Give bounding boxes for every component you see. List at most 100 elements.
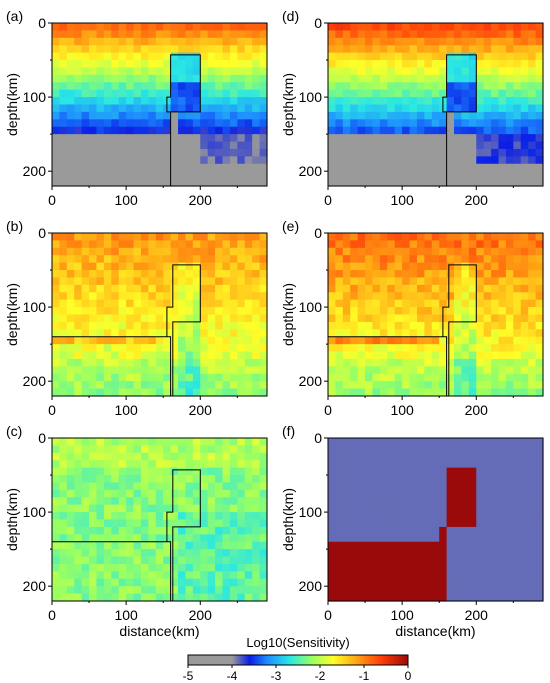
heatmap-cell: [454, 329, 463, 338]
heatmap-cell: [387, 541, 396, 550]
heatmap-cell: [118, 512, 127, 521]
heatmap-cell: [103, 111, 112, 120]
heatmap-cell: [207, 336, 216, 345]
heatmap-cell: [424, 45, 433, 54]
heatmap-cell: [207, 329, 216, 338]
heatmap-cell: [505, 163, 514, 172]
heatmap-cell: [52, 571, 61, 580]
heatmap-cell: [52, 89, 61, 98]
heatmap-cell: [498, 549, 507, 558]
heatmap-cell: [439, 82, 448, 91]
heatmap-cell: [96, 52, 105, 61]
heatmap-cell: [513, 23, 522, 32]
heatmap-cell: [103, 563, 112, 572]
heatmap-cell: [379, 467, 388, 476]
heatmap-cell: [66, 549, 75, 558]
heatmap-cell: [431, 30, 440, 39]
heatmap-cell: [394, 89, 403, 98]
heatmap-cell: [222, 23, 231, 32]
heatmap-cell: [402, 126, 411, 135]
heatmap-cell: [520, 30, 529, 39]
heatmap-cell: [402, 344, 411, 353]
heatmap-cell: [409, 321, 418, 330]
heatmap-cell: [118, 284, 127, 293]
heatmap-cell: [52, 178, 61, 187]
heatmap-cell: [520, 571, 529, 580]
heatmap-cell: [215, 97, 224, 106]
heatmap-cell: [350, 314, 359, 323]
heatmap-cell: [222, 82, 231, 91]
y-tick-label: 0: [38, 430, 46, 446]
heatmap-cell: [66, 119, 75, 128]
heatmap-cell: [155, 104, 164, 113]
heatmap-cell: [89, 37, 98, 46]
heatmap-cell: [66, 512, 75, 521]
heatmap-cell: [446, 247, 455, 256]
heatmap-cell: [66, 563, 75, 572]
heatmap-cell: [215, 240, 224, 249]
heatmap-cell: [66, 82, 75, 91]
heatmap-cell: [207, 67, 216, 76]
heatmap-cell: [74, 358, 83, 367]
heatmap-cell: [350, 321, 359, 330]
heatmap-cell: [350, 82, 359, 91]
heatmap-cell: [237, 512, 246, 521]
heatmap-cell: [140, 497, 149, 506]
heatmap-cell: [155, 270, 164, 279]
heatmap-cell: [89, 299, 98, 308]
heatmap-cell: [454, 438, 463, 447]
heatmap-cell: [416, 52, 425, 61]
heatmap-cell: [439, 563, 448, 572]
heatmap-cell: [498, 321, 507, 330]
heatmap-cell: [328, 336, 337, 345]
heatmap-cell: [111, 45, 120, 54]
heatmap-cell: [468, 45, 477, 54]
heatmap-cell: [215, 373, 224, 382]
heatmap-cell: [498, 148, 507, 157]
heatmap-cell: [394, 270, 403, 279]
heatmap-cell: [89, 475, 98, 484]
x-tick-label: 0: [324, 192, 332, 208]
heatmap-cell: [170, 571, 179, 580]
heatmap-cell: [505, 504, 514, 513]
heatmap-cell: [387, 292, 396, 301]
heatmap-cell: [140, 489, 149, 498]
heatmap-cell: [96, 534, 105, 543]
heatmap-cell: [461, 233, 470, 242]
heatmap-cell: [200, 489, 209, 498]
heatmap-cell: [59, 586, 68, 595]
heatmap-cell: [498, 111, 507, 120]
heatmap-cell: [535, 262, 544, 271]
heatmap-cell: [252, 344, 261, 353]
heatmap-cell: [111, 141, 120, 150]
heatmap-cell: [252, 292, 261, 301]
heatmap-cell: [207, 556, 216, 565]
heatmap-cell: [111, 119, 120, 128]
heatmap-cell: [103, 277, 112, 286]
heatmap-cell: [140, 284, 149, 293]
heatmap-cell: [155, 541, 164, 550]
heatmap-cell: [520, 111, 529, 120]
heatmap-cell: [328, 344, 337, 353]
heatmap-cell: [461, 526, 470, 535]
heatmap-cell: [215, 314, 224, 323]
heatmap-cell: [446, 549, 455, 558]
heatmap-cell: [528, 519, 537, 528]
heatmap-cell: [483, 104, 492, 113]
heatmap-cell: [163, 30, 172, 39]
heatmap-cell: [439, 445, 448, 454]
heatmap-cell: [200, 482, 209, 491]
heatmap-cell: [133, 126, 142, 135]
heatmap-cell: [394, 299, 403, 308]
heatmap-cell: [178, 163, 187, 172]
heatmap-cell: [520, 307, 529, 316]
heatmap-cell: [454, 314, 463, 323]
heatmap-cell: [185, 460, 194, 469]
heatmap-cell: [140, 23, 149, 32]
heatmap-cell: [229, 388, 238, 397]
heatmap-cell: [335, 336, 344, 345]
heatmap-cell: [439, 233, 448, 242]
heatmap-cell: [148, 381, 157, 390]
heatmap-cell: [528, 586, 537, 595]
